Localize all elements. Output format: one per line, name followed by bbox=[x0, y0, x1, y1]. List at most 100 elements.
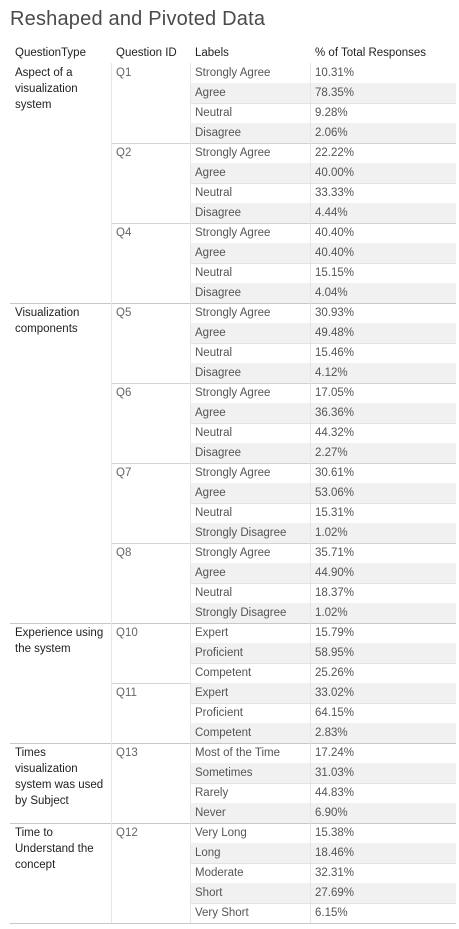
pct-value-cell: 15.46% bbox=[315, 347, 355, 359]
pct-value-cell: 64.15% bbox=[315, 707, 355, 719]
pct-value-cell: 1.02% bbox=[310, 523, 456, 543]
label-cell: Agree bbox=[190, 403, 310, 423]
pct-value-cell: 35.71% bbox=[315, 547, 355, 559]
label-cell: Strongly Agree bbox=[195, 67, 271, 79]
label-cell: Proficient bbox=[190, 643, 310, 663]
label-cell: Agree bbox=[190, 323, 310, 343]
question-id-cell: Q11 bbox=[116, 687, 137, 699]
pct-value-cell: 18.37% bbox=[315, 587, 355, 599]
question-divider bbox=[111, 223, 456, 224]
pct-value-cell: 15.15% bbox=[315, 267, 355, 279]
pct-value-cell: 17.05% bbox=[315, 387, 355, 399]
label-cell: Disagree bbox=[190, 123, 310, 143]
pct-value-cell: 40.00% bbox=[310, 163, 456, 183]
pct-value-cell: 27.69% bbox=[310, 883, 456, 903]
label-cell: Neutral bbox=[195, 267, 233, 279]
header-pct[interactable]: % of Total Responses bbox=[315, 47, 427, 59]
header-question-type[interactable]: QuestionType bbox=[15, 47, 86, 59]
label-cell: Strongly Agree bbox=[195, 467, 271, 479]
label-cell: Neutral bbox=[195, 427, 233, 439]
label-cell: Competent bbox=[195, 667, 252, 679]
question-type-cell: Aspect of a visualization system bbox=[15, 67, 78, 111]
pct-value-cell: 22.22% bbox=[315, 147, 355, 159]
pct-value-cell: 33.33% bbox=[315, 187, 355, 199]
pct-value-cell: 78.35% bbox=[310, 83, 456, 103]
header-question-id[interactable]: Question ID bbox=[116, 47, 177, 59]
header-labels[interactable]: Labels bbox=[195, 47, 229, 59]
label-cell: Expert bbox=[190, 683, 310, 703]
row-divider bbox=[190, 663, 456, 664]
question-type-cell: Time to Understand the concept bbox=[15, 827, 94, 871]
label-cell: Strongly Disagree bbox=[190, 523, 310, 543]
label-cell: Expert bbox=[195, 627, 229, 639]
label-cell: Strongly Agree bbox=[195, 307, 271, 319]
question-divider bbox=[111, 143, 456, 144]
question-id-cell: Q4 bbox=[116, 227, 132, 239]
pct-value-cell: 32.31% bbox=[315, 867, 355, 879]
question-id-cell: Q8 bbox=[116, 547, 132, 559]
label-cell: Agree bbox=[190, 483, 310, 503]
column-divider bbox=[310, 63, 311, 923]
question-id-cell: Q2 bbox=[116, 147, 132, 159]
label-cell: Strongly Agree bbox=[195, 227, 271, 239]
question-divider bbox=[111, 543, 456, 544]
pct-value-cell: 2.06% bbox=[310, 123, 456, 143]
pct-value-cell: 17.24% bbox=[315, 747, 355, 759]
row-divider bbox=[190, 703, 456, 704]
pct-value-cell: 44.32% bbox=[315, 427, 355, 439]
label-cell: Moderate bbox=[195, 867, 244, 879]
label-cell: Neutral bbox=[195, 107, 233, 119]
label-cell: Agree bbox=[190, 243, 310, 263]
pct-value-cell: 18.46% bbox=[310, 843, 456, 863]
question-divider bbox=[111, 463, 456, 464]
label-cell: Strongly Agree bbox=[195, 547, 271, 559]
label-cell: Disagree bbox=[190, 283, 310, 303]
row-divider bbox=[190, 423, 456, 424]
row-divider bbox=[190, 343, 456, 344]
pct-value-cell: 30.93% bbox=[315, 307, 355, 319]
pct-value-cell: 25.26% bbox=[315, 667, 355, 679]
row-divider bbox=[190, 863, 456, 864]
question-type-cell: Visualization components bbox=[15, 307, 80, 335]
label-cell: Disagree bbox=[190, 203, 310, 223]
label-cell: Agree bbox=[190, 563, 310, 583]
question-id-cell: Q10 bbox=[116, 627, 138, 639]
label-cell: Disagree bbox=[190, 443, 310, 463]
question-id-cell: Q5 bbox=[116, 307, 132, 319]
row-divider bbox=[190, 583, 456, 584]
label-cell: Strongly Agree bbox=[195, 387, 271, 399]
pct-value-cell: 30.61% bbox=[315, 467, 355, 479]
label-cell: Very Short bbox=[195, 907, 249, 919]
question-id-cell: Q13 bbox=[116, 747, 138, 759]
question-id-cell: Q7 bbox=[116, 467, 132, 479]
label-cell: Rarely bbox=[195, 787, 229, 799]
pct-value-cell: 2.83% bbox=[310, 723, 456, 743]
question-id-cell: Q6 bbox=[116, 387, 132, 399]
pct-value-cell: 31.03% bbox=[310, 763, 456, 783]
question-divider bbox=[111, 383, 456, 384]
pct-value-cell: 40.40% bbox=[310, 243, 456, 263]
label-cell: Neutral bbox=[195, 187, 233, 199]
group-divider bbox=[10, 623, 456, 624]
pct-value-cell: 6.90% bbox=[310, 803, 456, 823]
pct-value-cell: 4.44% bbox=[310, 203, 456, 223]
row-divider bbox=[190, 903, 456, 904]
pct-value-cell: 10.31% bbox=[315, 67, 355, 79]
label-cell: Strongly Agree bbox=[195, 147, 271, 159]
group-divider bbox=[10, 303, 456, 304]
pct-value-cell: 15.38% bbox=[315, 827, 355, 839]
label-cell: Never bbox=[190, 803, 310, 823]
group-divider bbox=[10, 743, 456, 744]
pct-value-cell: 33.02% bbox=[310, 683, 456, 703]
pct-value-cell: 49.48% bbox=[310, 323, 456, 343]
label-cell: Long bbox=[190, 843, 310, 863]
pct-value-cell: 9.28% bbox=[315, 107, 348, 119]
pct-value-cell: 40.40% bbox=[315, 227, 355, 239]
column-divider bbox=[190, 63, 191, 923]
table-header: QuestionType Question ID Labels % of Tot… bbox=[0, 46, 459, 63]
pct-value-cell: 36.36% bbox=[310, 403, 456, 423]
label-cell: Very Long bbox=[195, 827, 247, 839]
pct-value-cell: 6.15% bbox=[315, 907, 348, 919]
pct-value-cell: 15.79% bbox=[315, 627, 355, 639]
label-cell: Agree bbox=[190, 163, 310, 183]
